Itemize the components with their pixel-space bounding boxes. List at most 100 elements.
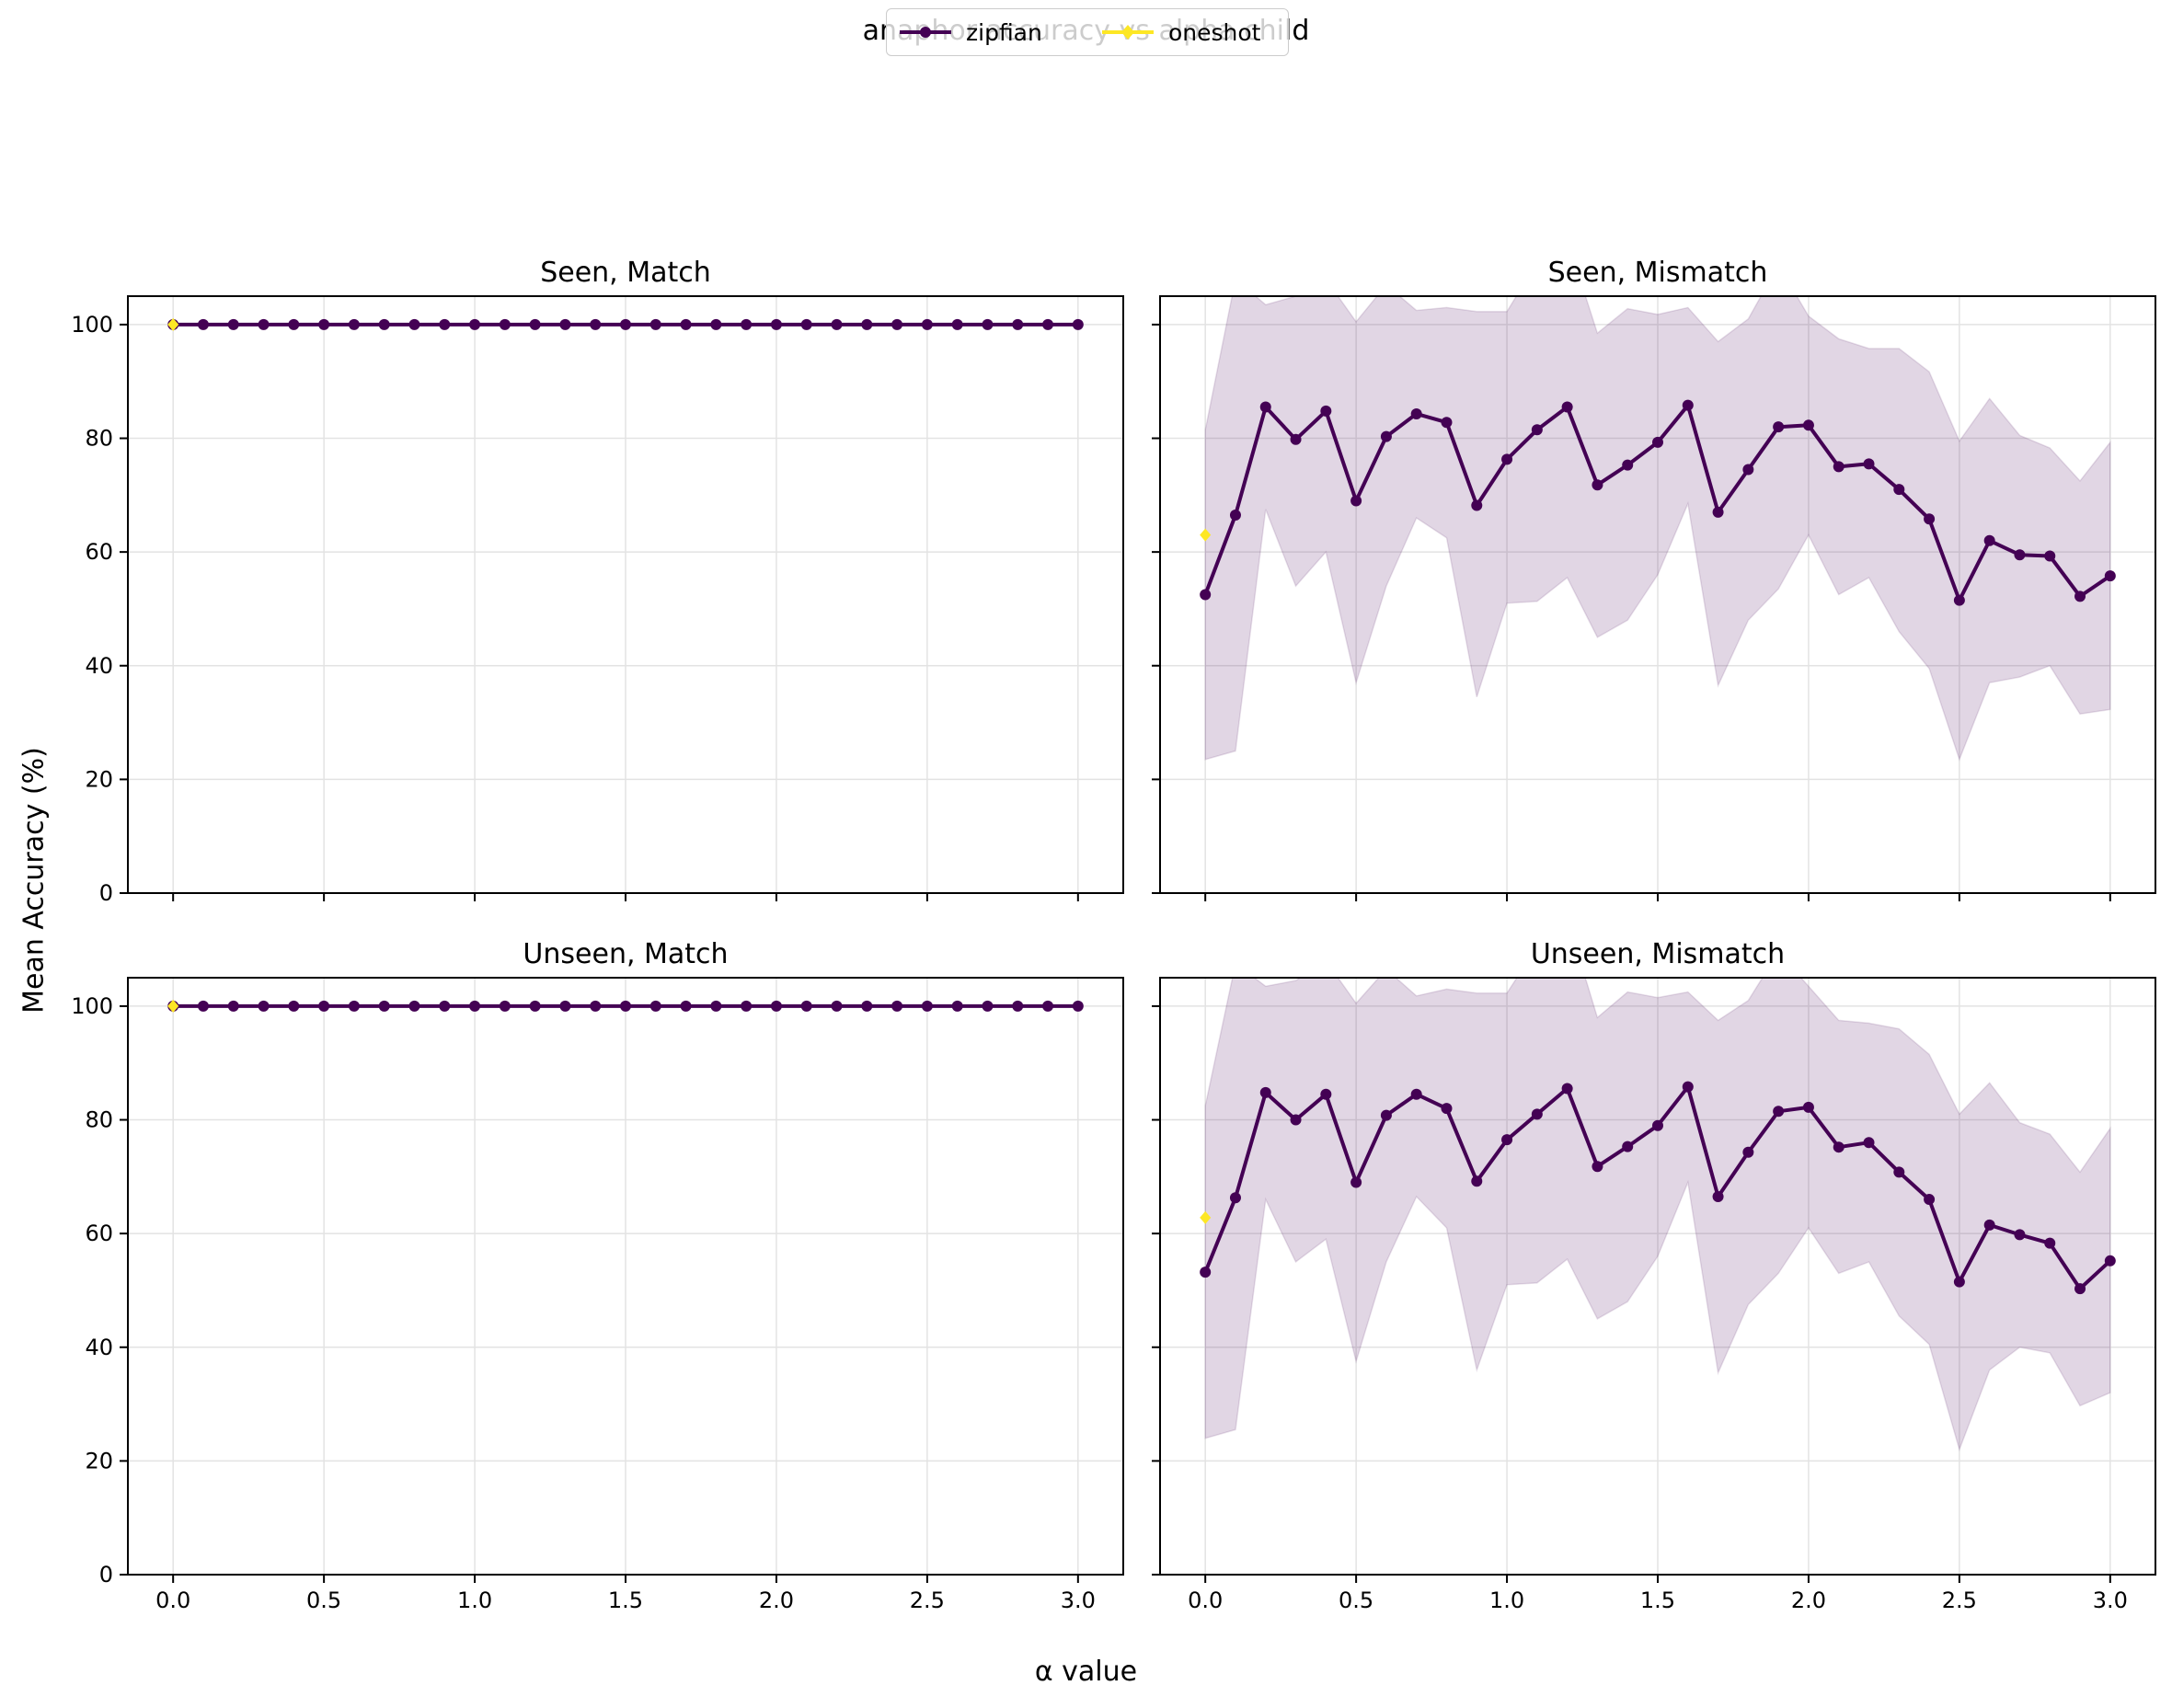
data-point-zipfian [559,318,571,330]
data-point-zipfian [710,318,722,330]
data-point-zipfian [1259,401,1271,413]
data-point-zipfian [1682,399,1694,411]
confidence-band-zipfian [1204,978,2111,1452]
data-point-zipfian [1410,407,1422,419]
data-point-zipfian [1893,1166,1905,1178]
data-point-zipfian [1042,1000,1054,1012]
y-tick-label: 100 [71,993,113,1019]
data-point-zipfian [1893,484,1905,496]
data-point-zipfian [982,1000,994,1012]
legend-entry-oneshot: oneshot [1100,9,1261,55]
data-point-zipfian [741,318,753,330]
data-point-zipfian [1350,1176,1362,1188]
data-point-zipfian [831,318,843,330]
data-point-zipfian [1531,424,1543,436]
data-point-zipfian [1592,1161,1603,1173]
x-tick-label: 3.0 [1061,1588,1096,1613]
data-point-zipfian [649,1000,661,1012]
panel-3: 0.0 0.5 1.0 1.5 2.0 2.5 3.0 Unseen, Mismatch [1152,938,2156,1613]
data-point-zipfian [1953,1276,1965,1288]
data-point-oneshot [1200,528,1212,542]
y-tick-label: 40 [85,1335,113,1360]
data-point-zipfian [680,318,692,330]
data-point-zipfian [1229,509,1241,521]
data-point-zipfian [770,1000,782,1012]
data-point-zipfian [1773,421,1785,433]
data-point-zipfian [1200,1267,1212,1278]
data-point-zipfian [1501,453,1513,465]
data-point-zipfian [1622,459,1634,471]
data-point-zipfian [378,318,390,330]
data-point-zipfian [1802,1101,1814,1113]
data-point-zipfian [891,1000,903,1012]
data-point-zipfian [2044,550,2056,562]
data-point-zipfian [1320,405,1332,417]
x-tick-label: 1.5 [608,1588,643,1613]
data-point-zipfian [1592,479,1603,491]
data-point-zipfian [469,1000,481,1012]
data-point-zipfian [348,1000,360,1012]
data-point-zipfian [1983,1219,1995,1231]
data-point-zipfian [590,318,602,330]
y-tick-label: 80 [85,426,113,452]
data-point-zipfian [1501,1134,1513,1146]
data-point-zipfian [951,318,963,330]
data-point-zipfian [408,318,420,330]
data-point-zipfian [408,1000,420,1012]
confidence-band-zipfian [1204,296,2111,762]
data-point-zipfian [1773,1106,1785,1118]
data-point-zipfian [1012,1000,1024,1012]
data-point-zipfian [1320,1088,1332,1100]
data-point-zipfian [1561,1083,1573,1095]
panel-0: 0 20 40 60 80 100 Seen, Match [71,257,1124,906]
data-point-zipfian [499,318,511,330]
data-point-zipfian [1712,506,1724,518]
data-point-zipfian [318,318,330,330]
legend: zipfian oneshot [886,8,1289,56]
data-point-zipfian [1863,1137,1875,1149]
legend-swatch-zipfian [900,27,951,38]
legend-label-zipfian: zipfian [966,18,1042,46]
data-point-zipfian [1380,1109,1392,1121]
data-point-zipfian [2044,1237,2056,1249]
x-tick-label: 2.0 [759,1588,794,1613]
data-point-zipfian [227,1000,239,1012]
data-point-zipfian [741,1000,753,1012]
data-point-zipfian [1712,1190,1724,1202]
data-point-zipfian [2104,570,2116,582]
y-tick-label: 20 [85,1448,113,1473]
data-point-zipfian [1652,436,1663,448]
data-point-zipfian [1072,318,1084,330]
data-point-zipfian [861,318,873,330]
data-point-zipfian [800,1000,812,1012]
data-point-zipfian [1561,401,1573,413]
data-point-zipfian [439,318,451,330]
x-tick-label: 1.0 [1489,1588,1524,1613]
data-point-zipfian [318,1000,330,1012]
data-point-zipfian [288,318,300,330]
x-tick-label: 0.0 [1188,1588,1223,1613]
data-point-zipfian [197,318,209,330]
data-point-zipfian [1682,1081,1694,1093]
data-point-zipfian [1471,1175,1483,1187]
y-tick-label: 60 [85,1221,113,1246]
data-point-zipfian [590,1000,602,1012]
y-axis-label: Mean Accuracy (%) [17,747,51,1014]
data-point-zipfian [1410,1088,1422,1100]
x-tick-label: 2.5 [1942,1588,1977,1613]
x-tick-label: 0.5 [306,1588,341,1613]
data-point-zipfian [1742,1146,1754,1158]
data-point-oneshot [167,317,179,331]
data-point-zipfian [831,1000,843,1012]
data-point-zipfian [1953,594,1965,606]
data-point-zipfian [258,1000,270,1012]
x-tick-label: 1.5 [1640,1588,1675,1613]
data-point-zipfian [1983,534,1995,546]
panel-title: Seen, Mismatch [1548,257,1768,289]
data-point-zipfian [1833,461,1844,473]
legend-swatch-oneshot [1102,25,1154,40]
data-point-oneshot [167,999,179,1013]
data-point-zipfian [620,318,631,330]
legend-entry-zipfian: zipfian [898,9,1042,55]
data-point-zipfian [921,318,933,330]
